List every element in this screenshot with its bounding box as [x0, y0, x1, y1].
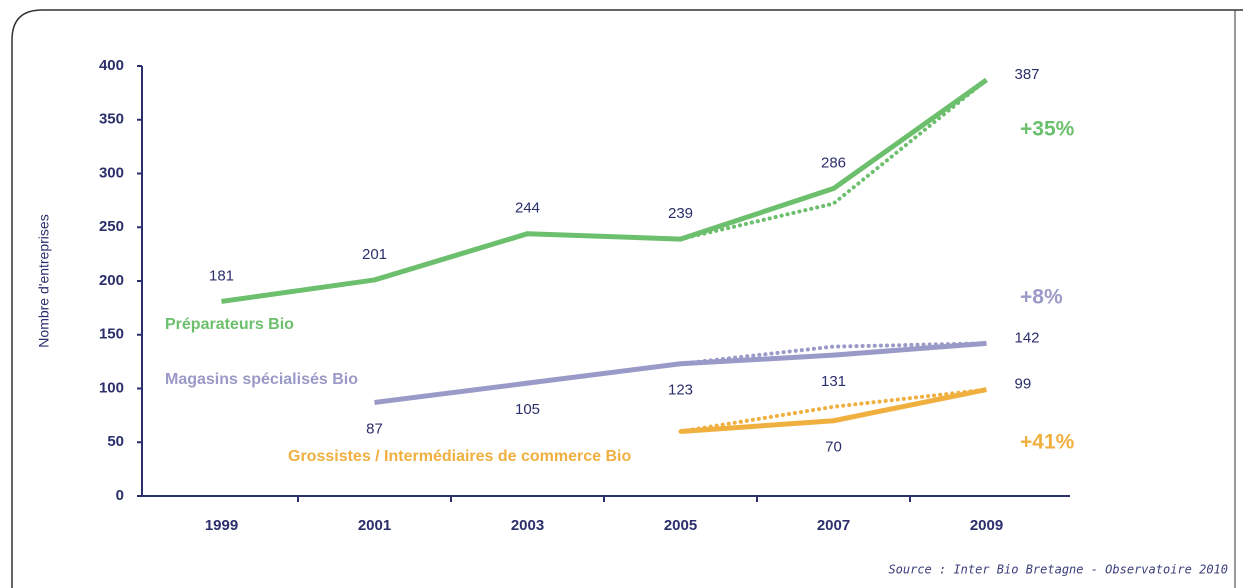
x-tick-label: 2003 — [511, 517, 544, 534]
data-label: 244 — [515, 200, 540, 217]
series-line — [680, 387, 987, 434]
series-name: Préparateurs Bio — [165, 316, 294, 333]
data-label: 181 — [209, 267, 234, 284]
series-line — [221, 77, 988, 304]
source: Source : Inter Bio Bretagne - Observatoi… — [888, 563, 1228, 577]
data-label: 142 — [1015, 329, 1040, 346]
x-tick-label: 1999 — [205, 517, 238, 534]
y-tick-label: 0 — [116, 487, 124, 504]
y-tick-label: 400 — [99, 57, 124, 74]
frame — [11, 9, 1243, 588]
y-tick-label: 350 — [99, 111, 124, 128]
y-tick-label: 150 — [99, 326, 124, 343]
growth-label: +8% — [1020, 286, 1063, 309]
series-name: Magasins spécialisés Bio — [165, 371, 358, 388]
x-tick-label: 2007 — [817, 517, 850, 534]
growth-label: +41% — [1020, 431, 1075, 454]
y-tick-label: 250 — [99, 218, 124, 235]
trend-line — [678, 341, 989, 366]
x-tick-label: 2001 — [358, 517, 391, 534]
data-label: 105 — [515, 401, 540, 418]
data-label: 123 — [668, 382, 693, 399]
growth-label: +35% — [1020, 118, 1075, 141]
trend-line — [678, 387, 989, 434]
series-line — [374, 340, 987, 405]
y-tick-label: 100 — [99, 379, 124, 396]
y-tick-label: 50 — [107, 433, 124, 450]
data-label: 286 — [821, 155, 846, 172]
data-label: 99 — [1015, 376, 1032, 393]
y-tick-label: 200 — [99, 272, 124, 289]
data-label: 87 — [366, 420, 383, 437]
y-tick-label: 300 — [99, 164, 124, 181]
data-label: 131 — [821, 373, 846, 390]
data-label: 201 — [362, 246, 387, 263]
x-tick-label: 2009 — [970, 517, 1003, 534]
data-label: 387 — [1015, 66, 1040, 83]
data-label: 70 — [825, 439, 842, 456]
series-name: Grossistes / Intermédiaires de commerce … — [288, 448, 631, 465]
trend-line — [678, 77, 989, 242]
y-axis-label: Nombre d'entreprises — [36, 214, 52, 347]
data-label: 239 — [668, 205, 693, 222]
x-tick-label: 2005 — [664, 517, 697, 534]
